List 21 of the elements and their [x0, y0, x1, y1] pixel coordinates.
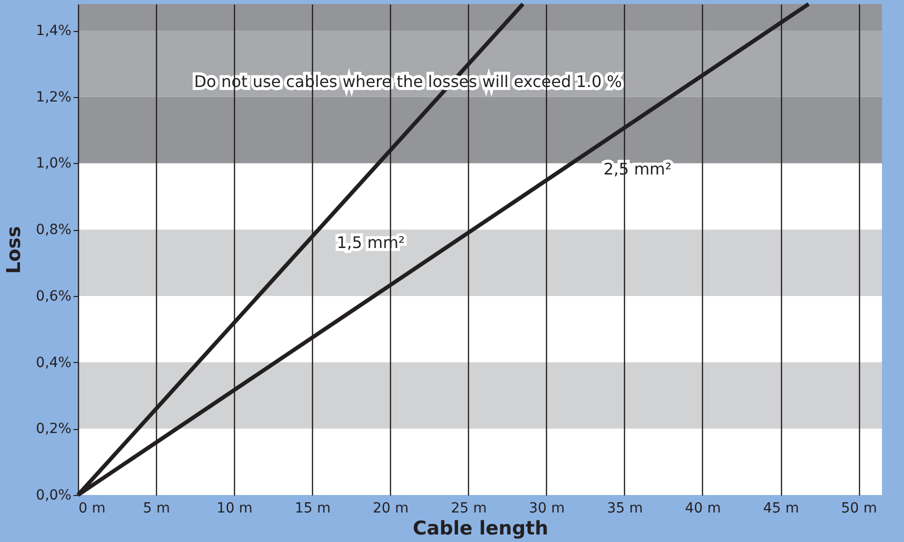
y-tick-label: 1,4% [36, 23, 72, 40]
y-axis-title: Loss [2, 226, 25, 274]
x-axis-title: Cable length [412, 518, 548, 540]
x-tick-label: 30 m [528, 500, 565, 516]
y-tick-label: 0,2% [36, 421, 72, 438]
y-tick-label: 0,4% [36, 354, 72, 371]
x-tick-label: 50 m [841, 500, 878, 516]
x-tick-label: 45 m [763, 500, 799, 516]
x-tick-label: 15 m [294, 500, 331, 516]
y-tick-label: 0,6% [36, 288, 72, 304]
x-tick-label: 25 m [450, 500, 487, 516]
x-tick-label: 5 m [143, 500, 170, 516]
x-tick-label: 20 m [372, 500, 409, 516]
x-tick-label: 10 m [216, 500, 253, 516]
y-tick-label: 1,0% [36, 156, 72, 172]
x-tick-label: 0 m [78, 500, 106, 516]
y-tick-label: 0,0% [36, 488, 72, 504]
y-tick-label: 0,8% [36, 222, 72, 238]
x-tick-label: 40 m [685, 500, 721, 516]
y-tick-label: 1,2% [36, 89, 72, 106]
x-tick-label: 35 m [606, 500, 643, 516]
